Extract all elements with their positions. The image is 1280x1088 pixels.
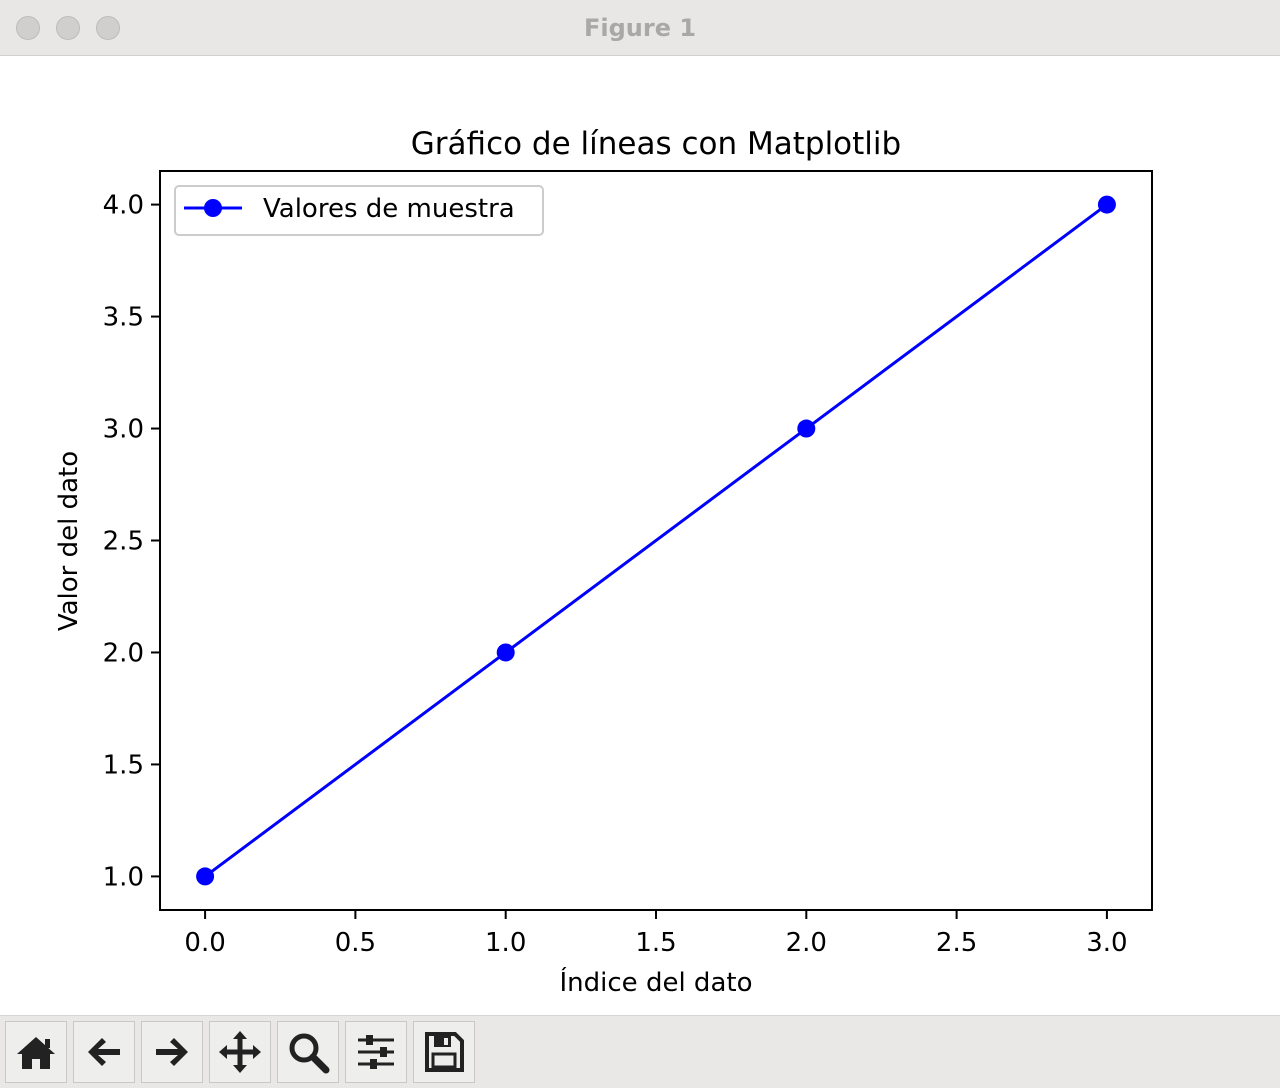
figure-canvas[interactable]: 1.0 1.5 2.0 2.5 3.0 3.5 4.0 0.0 0.5 1.0 1.5 2.0 2.5… (0, 57, 1280, 1015)
x-axis-ticks: 0.0 0.5 1.0 1.5 2.0 2.5 3.0 (184, 910, 1128, 958)
minimize-window-button[interactable] (56, 16, 80, 40)
save-button[interactable] (413, 1021, 475, 1083)
y-tick-label: 2.5 (103, 527, 144, 557)
home-icon (17, 1037, 55, 1069)
series-group (196, 195, 1116, 886)
zoom-window-button[interactable] (96, 16, 120, 40)
series-line (204, 203, 1108, 878)
legend-marker-swatch (204, 199, 222, 217)
pan-move-icon (219, 1031, 261, 1073)
line-chart: 1.0 1.5 2.0 2.5 3.0 3.5 4.0 0.0 0.5 1.0 1.5 2.0 2.5… (54, 126, 1153, 998)
plot-frame (159, 170, 1153, 911)
title-bar: Figure 1 (0, 0, 1280, 56)
legend-entry-label: Valores de muestra (263, 194, 515, 224)
data-point[interactable] (496, 643, 515, 662)
y-tick-label: 1.0 (103, 862, 144, 892)
zoom-magnifier-icon (289, 1033, 330, 1074)
y-tick-label: 1.5 (103, 750, 144, 780)
x-tick-label: 2.0 (786, 928, 827, 958)
y-axis-ticks: 1.0 1.5 2.0 2.5 3.0 3.5 4.0 (103, 191, 160, 892)
x-tick-label: 1.0 (485, 928, 526, 958)
legend[interactable]: Valores de muestra (174, 185, 544, 236)
forward-button[interactable] (141, 1021, 203, 1083)
legend-frame (174, 185, 544, 236)
configure-subplots-icon (358, 1035, 394, 1069)
x-tick-label: 0.0 (184, 928, 225, 958)
y-tick-label: 4.0 (103, 191, 144, 221)
chart-title: Gráfico de líneas con Matplotlib (411, 126, 901, 162)
back-arrow-icon (88, 1038, 120, 1066)
y-axis-label: Valor del dato (54, 451, 84, 631)
navigation-toolbar (0, 1015, 1280, 1088)
x-tick-label: 2.5 (936, 928, 977, 958)
x-axis-label: Índice del dato (560, 966, 753, 998)
close-window-button[interactable] (16, 16, 40, 40)
data-point[interactable] (797, 419, 816, 438)
forward-arrow-icon (156, 1038, 188, 1066)
home-button[interactable] (5, 1021, 67, 1083)
y-tick-label: 2.0 (103, 638, 144, 668)
data-point[interactable] (1097, 195, 1116, 214)
data-point[interactable] (196, 867, 215, 886)
x-tick-label: 1.5 (635, 928, 676, 958)
pan-button[interactable] (209, 1021, 271, 1083)
x-tick-label: 3.0 (1086, 928, 1127, 958)
y-tick-label: 3.5 (103, 303, 144, 333)
y-tick-label: 3.0 (103, 415, 144, 445)
save-floppy-icon (425, 1032, 464, 1072)
x-tick-label: 0.5 (335, 928, 376, 958)
back-button[interactable] (73, 1021, 135, 1083)
zoom-button[interactable] (277, 1021, 339, 1083)
configure-subplots-button[interactable] (345, 1021, 407, 1083)
window-title: Figure 1 (583, 14, 697, 42)
